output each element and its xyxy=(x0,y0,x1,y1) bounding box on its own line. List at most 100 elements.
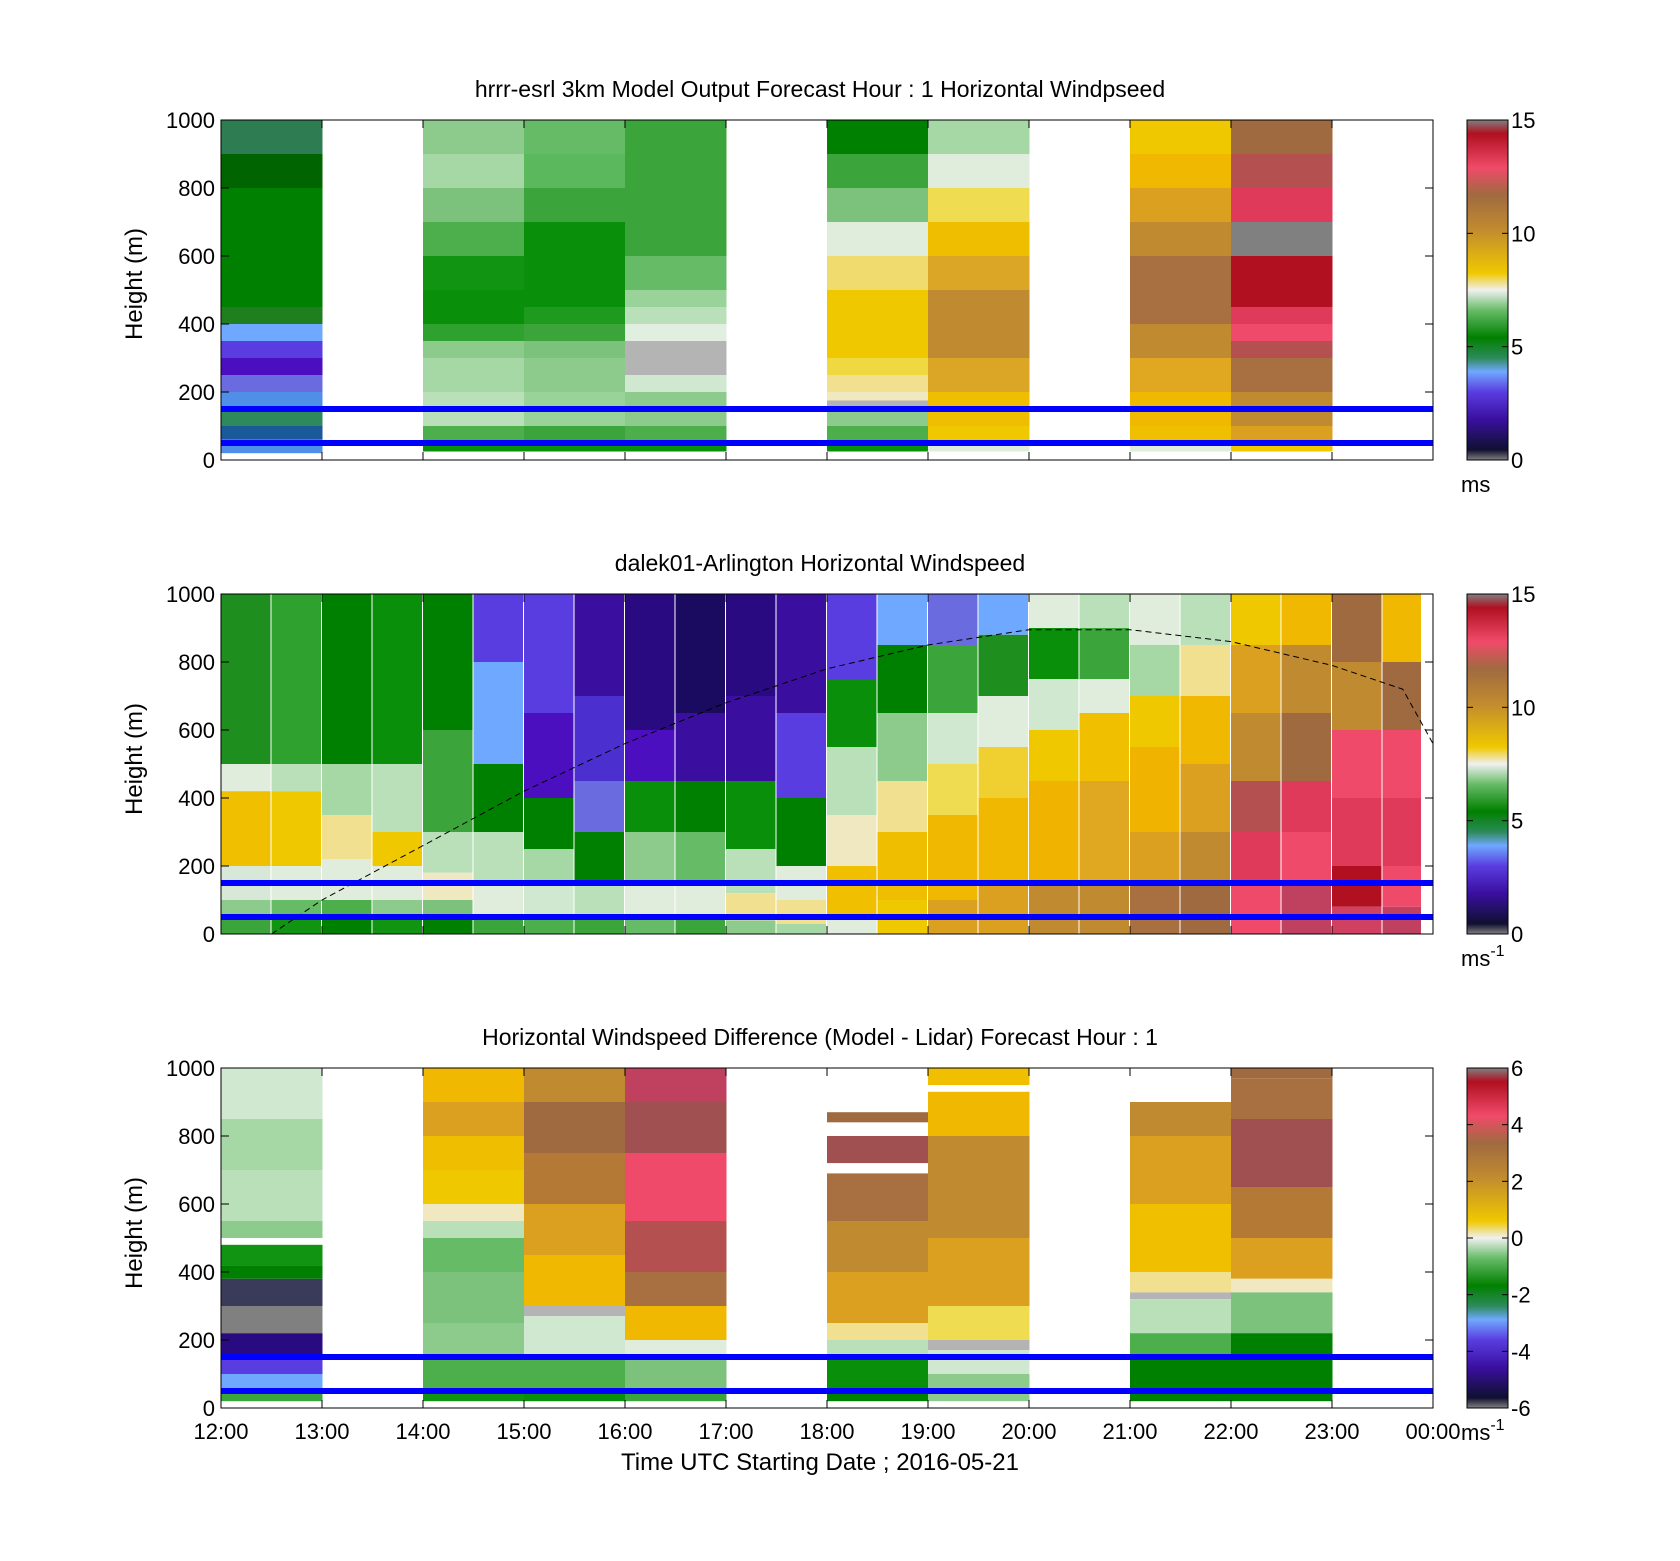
heatmap-cell xyxy=(1029,730,1079,781)
heatmap-cell xyxy=(625,1068,727,1102)
heatmap-cell xyxy=(827,400,929,409)
heatmap-cell xyxy=(524,120,626,154)
heatmap-cell xyxy=(928,358,1030,392)
heatmap-cell xyxy=(1029,781,1079,883)
heatmap-cell xyxy=(524,188,626,222)
heatmap-cell xyxy=(524,1357,626,1391)
heatmap-cell xyxy=(221,764,271,792)
heatmap-cell xyxy=(322,917,372,934)
heatmap-cell xyxy=(221,307,323,324)
heatmap-cell xyxy=(978,798,1028,883)
heatmap-cell xyxy=(1231,341,1333,358)
heatmap-cell xyxy=(1079,679,1129,713)
heatmap-cell xyxy=(726,849,776,894)
heatmap-cell xyxy=(625,1102,727,1153)
colorbar-ticks: -6 -4 -2 0 2 4 6 xyxy=(1467,1056,1531,1421)
x-tick-label: 17:00 xyxy=(698,1419,753,1444)
colorbar-tick-label: 0 xyxy=(1511,448,1523,473)
heatmap-cell xyxy=(877,645,927,713)
heatmap-cell xyxy=(271,900,321,917)
heatmap-cell xyxy=(1079,628,1129,679)
heatmap-cell xyxy=(625,1272,727,1306)
heatmap-cell xyxy=(372,917,422,934)
heatmap-cell xyxy=(524,307,626,324)
heatmap-cell xyxy=(1079,781,1129,883)
y-axis-label: Height (m) xyxy=(121,228,148,340)
heatmap-cell xyxy=(1231,1068,1333,1079)
heatmap-cell xyxy=(423,1357,525,1391)
heatmap-cell xyxy=(827,154,929,188)
heatmap-cell xyxy=(221,1374,323,1391)
heatmap-cell xyxy=(221,409,323,426)
heatmap-cell xyxy=(473,917,523,934)
reference-lines xyxy=(221,406,1433,446)
heatmap-cell xyxy=(1382,662,1421,730)
heatmap-cell xyxy=(928,188,1030,222)
heatmap-cell xyxy=(221,900,271,917)
x-axis-label: Time UTC Starting Date ; 2016-05-21 xyxy=(621,1449,1019,1476)
colorbar-tick-label: 0 xyxy=(1511,1226,1523,1251)
heatmap-cell xyxy=(776,798,826,866)
heatmap-cell xyxy=(423,154,525,188)
x-tick-labels: 12:00 13:00 14:00 15:00 16:00 17:00 18:00 19:00… xyxy=(193,1419,1460,1444)
heatmap-cell xyxy=(978,883,1028,934)
heatmap-cell xyxy=(827,1357,929,1391)
colorbar-tick-label: 5 xyxy=(1511,335,1523,360)
colorbar-tick-label: 4 xyxy=(1511,1113,1523,1138)
heatmap-cell xyxy=(1130,443,1232,452)
heatmap-cell xyxy=(423,1272,525,1323)
heatmap-cell xyxy=(1130,1333,1232,1357)
heatmap-cell xyxy=(1180,696,1230,764)
heatmap-cell xyxy=(423,594,473,730)
heatmap-cell xyxy=(625,324,727,341)
heatmap-cell xyxy=(524,1204,626,1255)
heatmap-cell xyxy=(625,341,727,375)
heatmap-cell xyxy=(827,815,877,866)
heatmap-cell xyxy=(423,900,473,917)
y-tick-label: 0 xyxy=(203,1396,215,1421)
heatmap-cell xyxy=(524,1391,626,1402)
heatmap-cell xyxy=(1029,679,1079,730)
heatmap-cell xyxy=(524,883,574,917)
y-tick-label: 1000 xyxy=(166,1056,215,1081)
heatmap-cell xyxy=(221,791,271,866)
heatmap-cell xyxy=(1130,324,1232,358)
heatmap-cell xyxy=(928,1085,1030,1092)
heatmap-cell xyxy=(1231,443,1333,452)
heatmap-cell xyxy=(524,1153,626,1204)
heatmap-cell xyxy=(1231,1238,1333,1279)
heatmap-cell xyxy=(221,1170,323,1221)
heatmap-cell xyxy=(675,781,725,832)
heatmap-cell xyxy=(221,375,323,392)
heatmap-cell xyxy=(423,730,473,832)
heatmap-cell xyxy=(1332,798,1382,866)
heatmap-cell xyxy=(1130,426,1232,443)
lidar-panel: dalek01-Arlington Horizontal Windspeed H… xyxy=(121,550,1535,971)
heatmap-cell xyxy=(827,747,877,815)
heatmap-cell xyxy=(1180,832,1230,883)
heatmap-cell xyxy=(524,222,626,307)
heatmap-cell xyxy=(625,120,727,256)
y-tick-label: 200 xyxy=(178,1328,215,1353)
x-ticks xyxy=(220,594,1434,934)
x-tick-label: 13:00 xyxy=(294,1419,349,1444)
heatmap-cell xyxy=(827,1173,929,1221)
heatmap-cell xyxy=(1231,1078,1333,1119)
heatmap-cell xyxy=(524,324,626,341)
heatmap-cell xyxy=(423,1102,525,1136)
heatmap-cell xyxy=(1231,594,1281,645)
x-tick-label: 20:00 xyxy=(1001,1419,1056,1444)
heatmap-cell xyxy=(776,713,826,798)
reference-lines xyxy=(221,1354,1433,1394)
heatmap-cell xyxy=(1130,154,1232,188)
heatmap-cell xyxy=(271,917,321,934)
colorbar: -6 -4 -2 0 2 4 6 ms-1 xyxy=(1461,1056,1531,1445)
heatmap-cell xyxy=(877,781,927,832)
heatmap-cell xyxy=(625,426,727,443)
heatmap-cell xyxy=(423,832,473,873)
x-tick-label: 23:00 xyxy=(1304,1419,1359,1444)
x-tick-label: 22:00 xyxy=(1203,1419,1258,1444)
heatmap-cell xyxy=(1130,594,1180,645)
heatmap-cell xyxy=(221,1068,323,1119)
colorbar: 0 5 10 15 ms xyxy=(1461,108,1535,497)
